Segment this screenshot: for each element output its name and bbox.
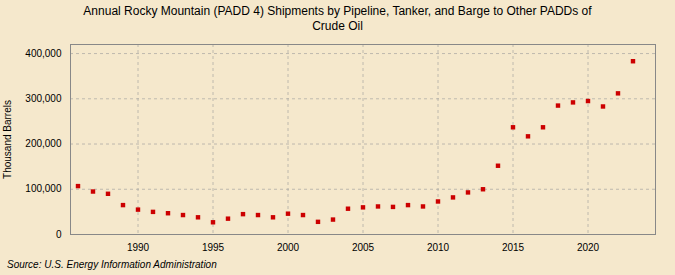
svg-text:2020: 2020 <box>577 242 600 253</box>
svg-text:0: 0 <box>56 229 62 240</box>
html-text:Source: U.S. Energy Informatio: Source: U.S. Energy Information Administ… <box>7 259 217 270</box>
svg-text:2015: 2015 <box>502 242 525 253</box>
svg-text:2010: 2010 <box>427 242 450 253</box>
svg-text:1990: 1990 <box>127 242 150 253</box>
svg-text:2000: 2000 <box>277 242 300 253</box>
svg-text:200,000: 200,000 <box>25 138 62 149</box>
html-text:Annual Rocky Mountain (PADD 4): Annual Rocky Mountain (PADD 4) Shipments… <box>83 4 592 33</box>
svg-text:400,000: 400,000 <box>25 48 62 59</box>
svg-text:2005: 2005 <box>352 242 375 253</box>
svg-text:100,000: 100,000 <box>25 183 62 194</box>
svg-text:1995: 1995 <box>202 242 225 253</box>
svg-text:300,000: 300,000 <box>25 93 62 104</box>
svg-text:Thousand Barrels: Thousand Barrels <box>2 100 13 179</box>
